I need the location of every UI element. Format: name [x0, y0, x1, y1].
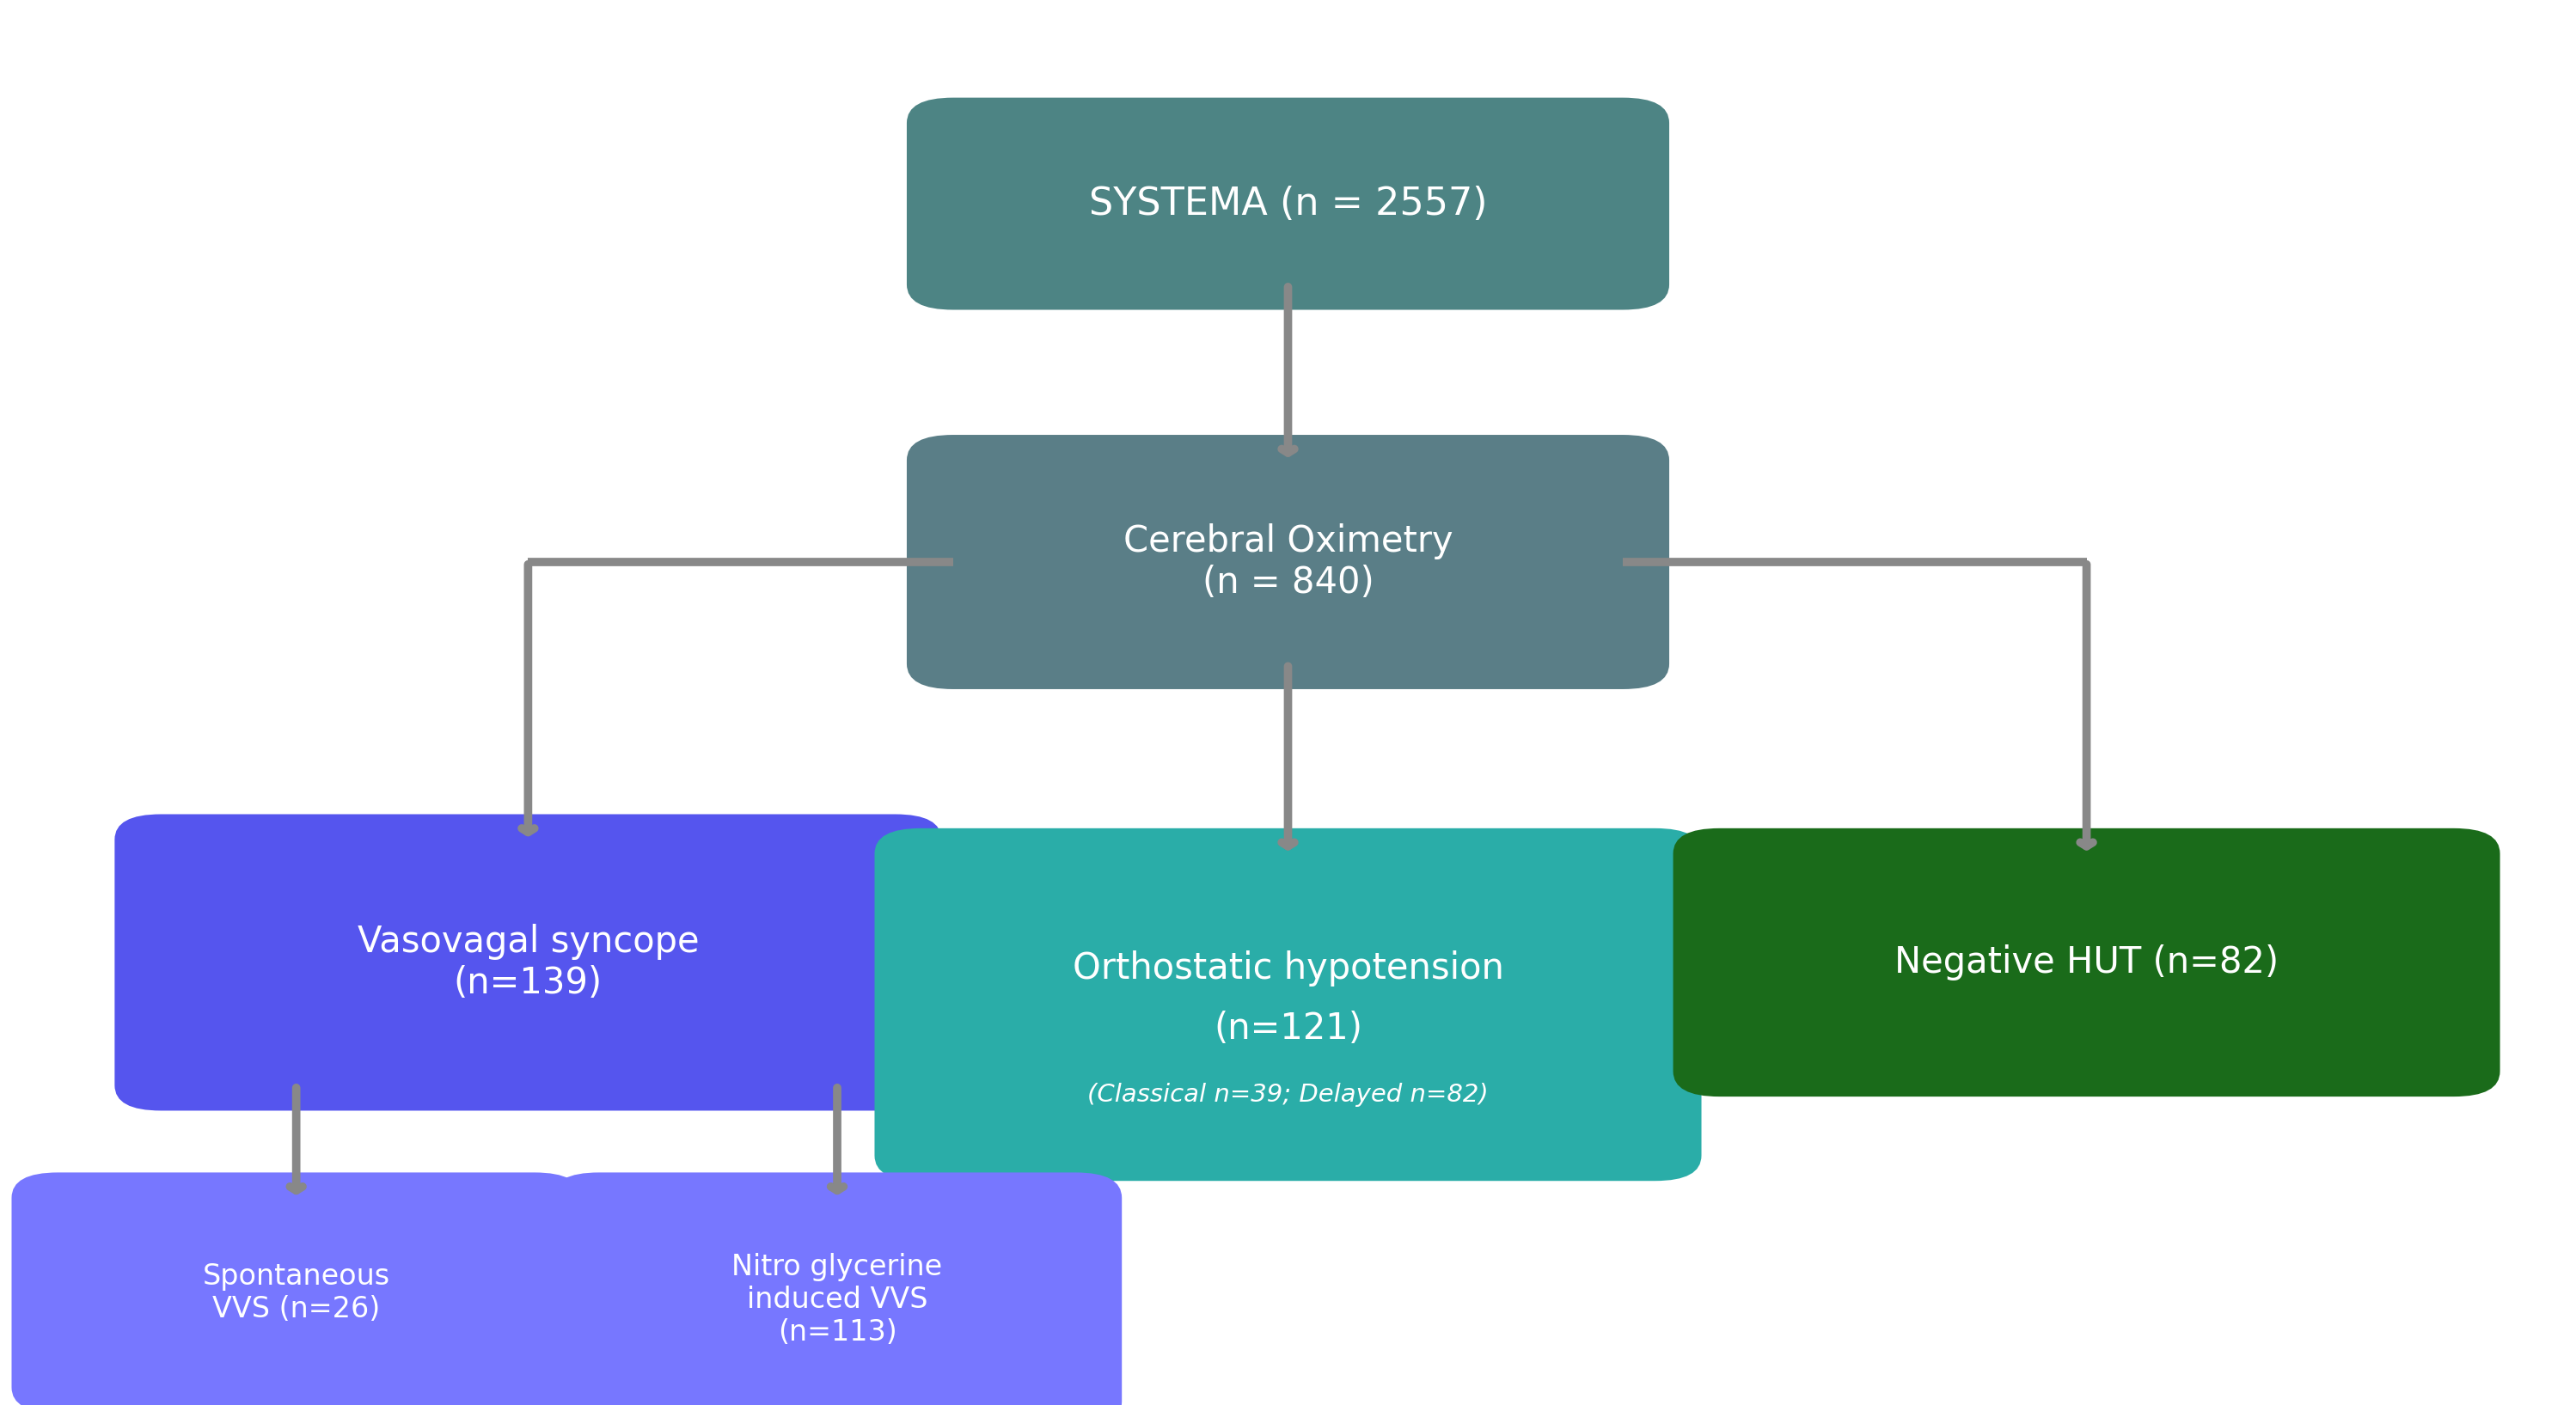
Text: Nitro glycerine
induced VVS
(n=113): Nitro glycerine induced VVS (n=113) — [732, 1253, 943, 1346]
FancyBboxPatch shape — [907, 436, 1669, 690]
Text: (n=121): (n=121) — [1213, 1010, 1363, 1047]
Text: SYSTEMA (n = 2557): SYSTEMA (n = 2557) — [1090, 185, 1486, 222]
Text: Orthostatic hypotension: Orthostatic hypotension — [1072, 950, 1504, 986]
Text: Spontaneous
VVS (n=26): Spontaneous VVS (n=26) — [204, 1262, 389, 1324]
FancyBboxPatch shape — [13, 1172, 582, 1405]
Text: (Classical n=39; Delayed n=82): (Classical n=39; Delayed n=82) — [1087, 1083, 1489, 1107]
FancyBboxPatch shape — [1674, 829, 2499, 1096]
FancyBboxPatch shape — [873, 829, 1700, 1180]
FancyBboxPatch shape — [907, 97, 1669, 311]
Text: Cerebral Oximetry
(n = 840): Cerebral Oximetry (n = 840) — [1123, 523, 1453, 601]
Text: Negative HUT (n=82): Negative HUT (n=82) — [1893, 944, 2280, 981]
Text: Vasovagal syncope
(n=139): Vasovagal syncope (n=139) — [358, 923, 698, 1002]
FancyBboxPatch shape — [551, 1172, 1123, 1405]
FancyBboxPatch shape — [113, 815, 940, 1110]
